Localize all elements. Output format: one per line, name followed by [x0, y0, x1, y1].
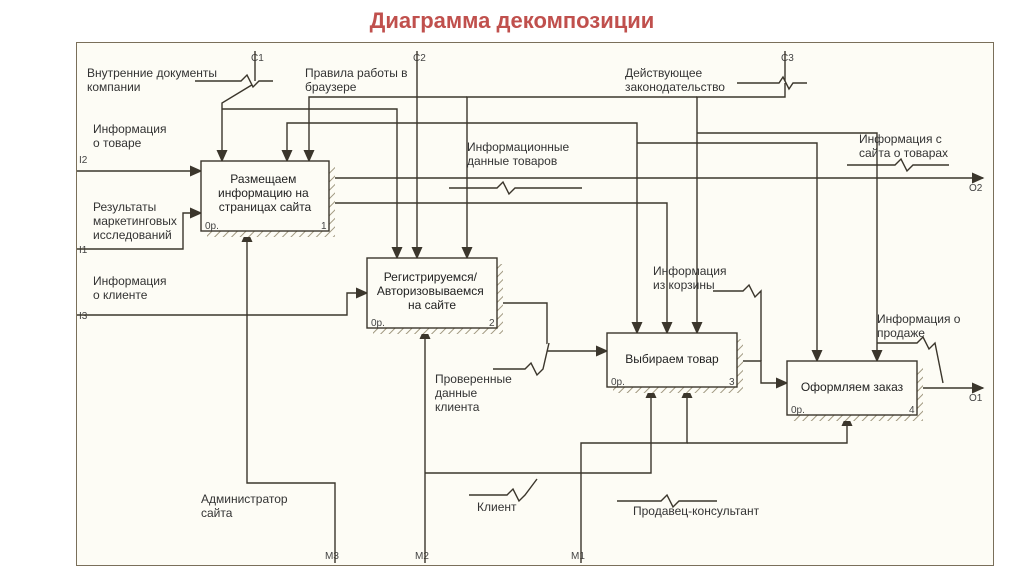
label-law: Действующее законодательство — [625, 64, 725, 94]
svg-text:Выбираем товар: Выбираем товар — [625, 352, 719, 366]
label-research: Результаты маркетинговых исследований — [93, 198, 181, 242]
tag-o1: O1 — [969, 393, 983, 404]
svg-text:4: 4 — [909, 405, 915, 416]
label-checked: Проверенные данные клиента — [435, 370, 516, 414]
diagram-title: Диаграмма декомпозиции — [0, 8, 1024, 34]
label-seller: Продавец-консультант — [633, 504, 760, 518]
arrow-c3-a1 — [309, 97, 467, 161]
tag-m2: M2 — [415, 551, 429, 562]
label-cart: Информация из корзины — [653, 262, 731, 292]
break-siteinfo — [847, 159, 949, 171]
label-site-info: Информация с сайта о товарах — [859, 130, 948, 160]
label-sale: Информация о продаже — [877, 310, 965, 340]
svg-text:0р.: 0р. — [371, 318, 385, 329]
label-client: Информация о клиенте — [93, 272, 171, 302]
break-law — [737, 77, 807, 89]
block-a1: Размещаем информацию на страницах сайта … — [201, 161, 335, 237]
label-rules: Правила работы в браузере — [305, 64, 412, 94]
break-clientmech — [469, 479, 537, 501]
break-checked — [493, 343, 549, 375]
diagram-canvas: Внутренние документы компании C1 Правила… — [76, 42, 994, 566]
arrow-a2-a3 — [497, 303, 607, 351]
svg-text:2: 2 — [489, 318, 495, 329]
arrow-c3-a4 — [697, 133, 877, 361]
tag-i1: I1 — [79, 245, 88, 256]
block-a3: Выбираем товар 0р. 3 — [607, 333, 743, 393]
arrow-m3-a1 — [247, 231, 335, 563]
label-client-mech: Клиент — [477, 500, 517, 514]
label-info-goods: Информация о товаре — [93, 120, 171, 150]
arrow-c1-a1 — [222, 51, 255, 161]
label-admin: Администратор сайта — [201, 490, 292, 520]
tag-o2: O2 — [969, 183, 983, 194]
svg-text:1: 1 — [321, 221, 327, 232]
tag-c1: C1 — [251, 53, 264, 64]
block-a2: Регистрируемся/ Авторизовываемся на сайт… — [367, 258, 503, 334]
tag-i3: I3 — [79, 311, 88, 322]
svg-text:3: 3 — [729, 377, 735, 388]
break-infodata — [449, 182, 582, 194]
tag-i2: I2 — [79, 155, 88, 166]
svg-text:0р.: 0р. — [205, 221, 219, 232]
tag-c3: C3 — [781, 53, 794, 64]
tag-m1: M1 — [571, 551, 585, 562]
arrow-m1-a3 — [581, 387, 687, 563]
svg-text:Размещаем информацию на: Размещаем информацию на страницах сайта — [218, 172, 312, 214]
arrow-c2-a4 — [637, 143, 817, 361]
block-a4: Оформляем заказ 0р. 4 — [787, 361, 923, 421]
svg-text:Оформляем заказ: Оформляем заказ — [801, 380, 904, 394]
label-info-data: Информационные данные товаров — [467, 138, 574, 168]
tag-c2: C2 — [413, 53, 426, 64]
svg-text:0р.: 0р. — [611, 377, 625, 388]
arrow-a3-a4 — [737, 361, 787, 383]
label-docs: Внутренние документы компании — [87, 64, 222, 94]
tag-m3: M3 — [325, 551, 339, 562]
svg-text:0р.: 0р. — [791, 405, 805, 416]
